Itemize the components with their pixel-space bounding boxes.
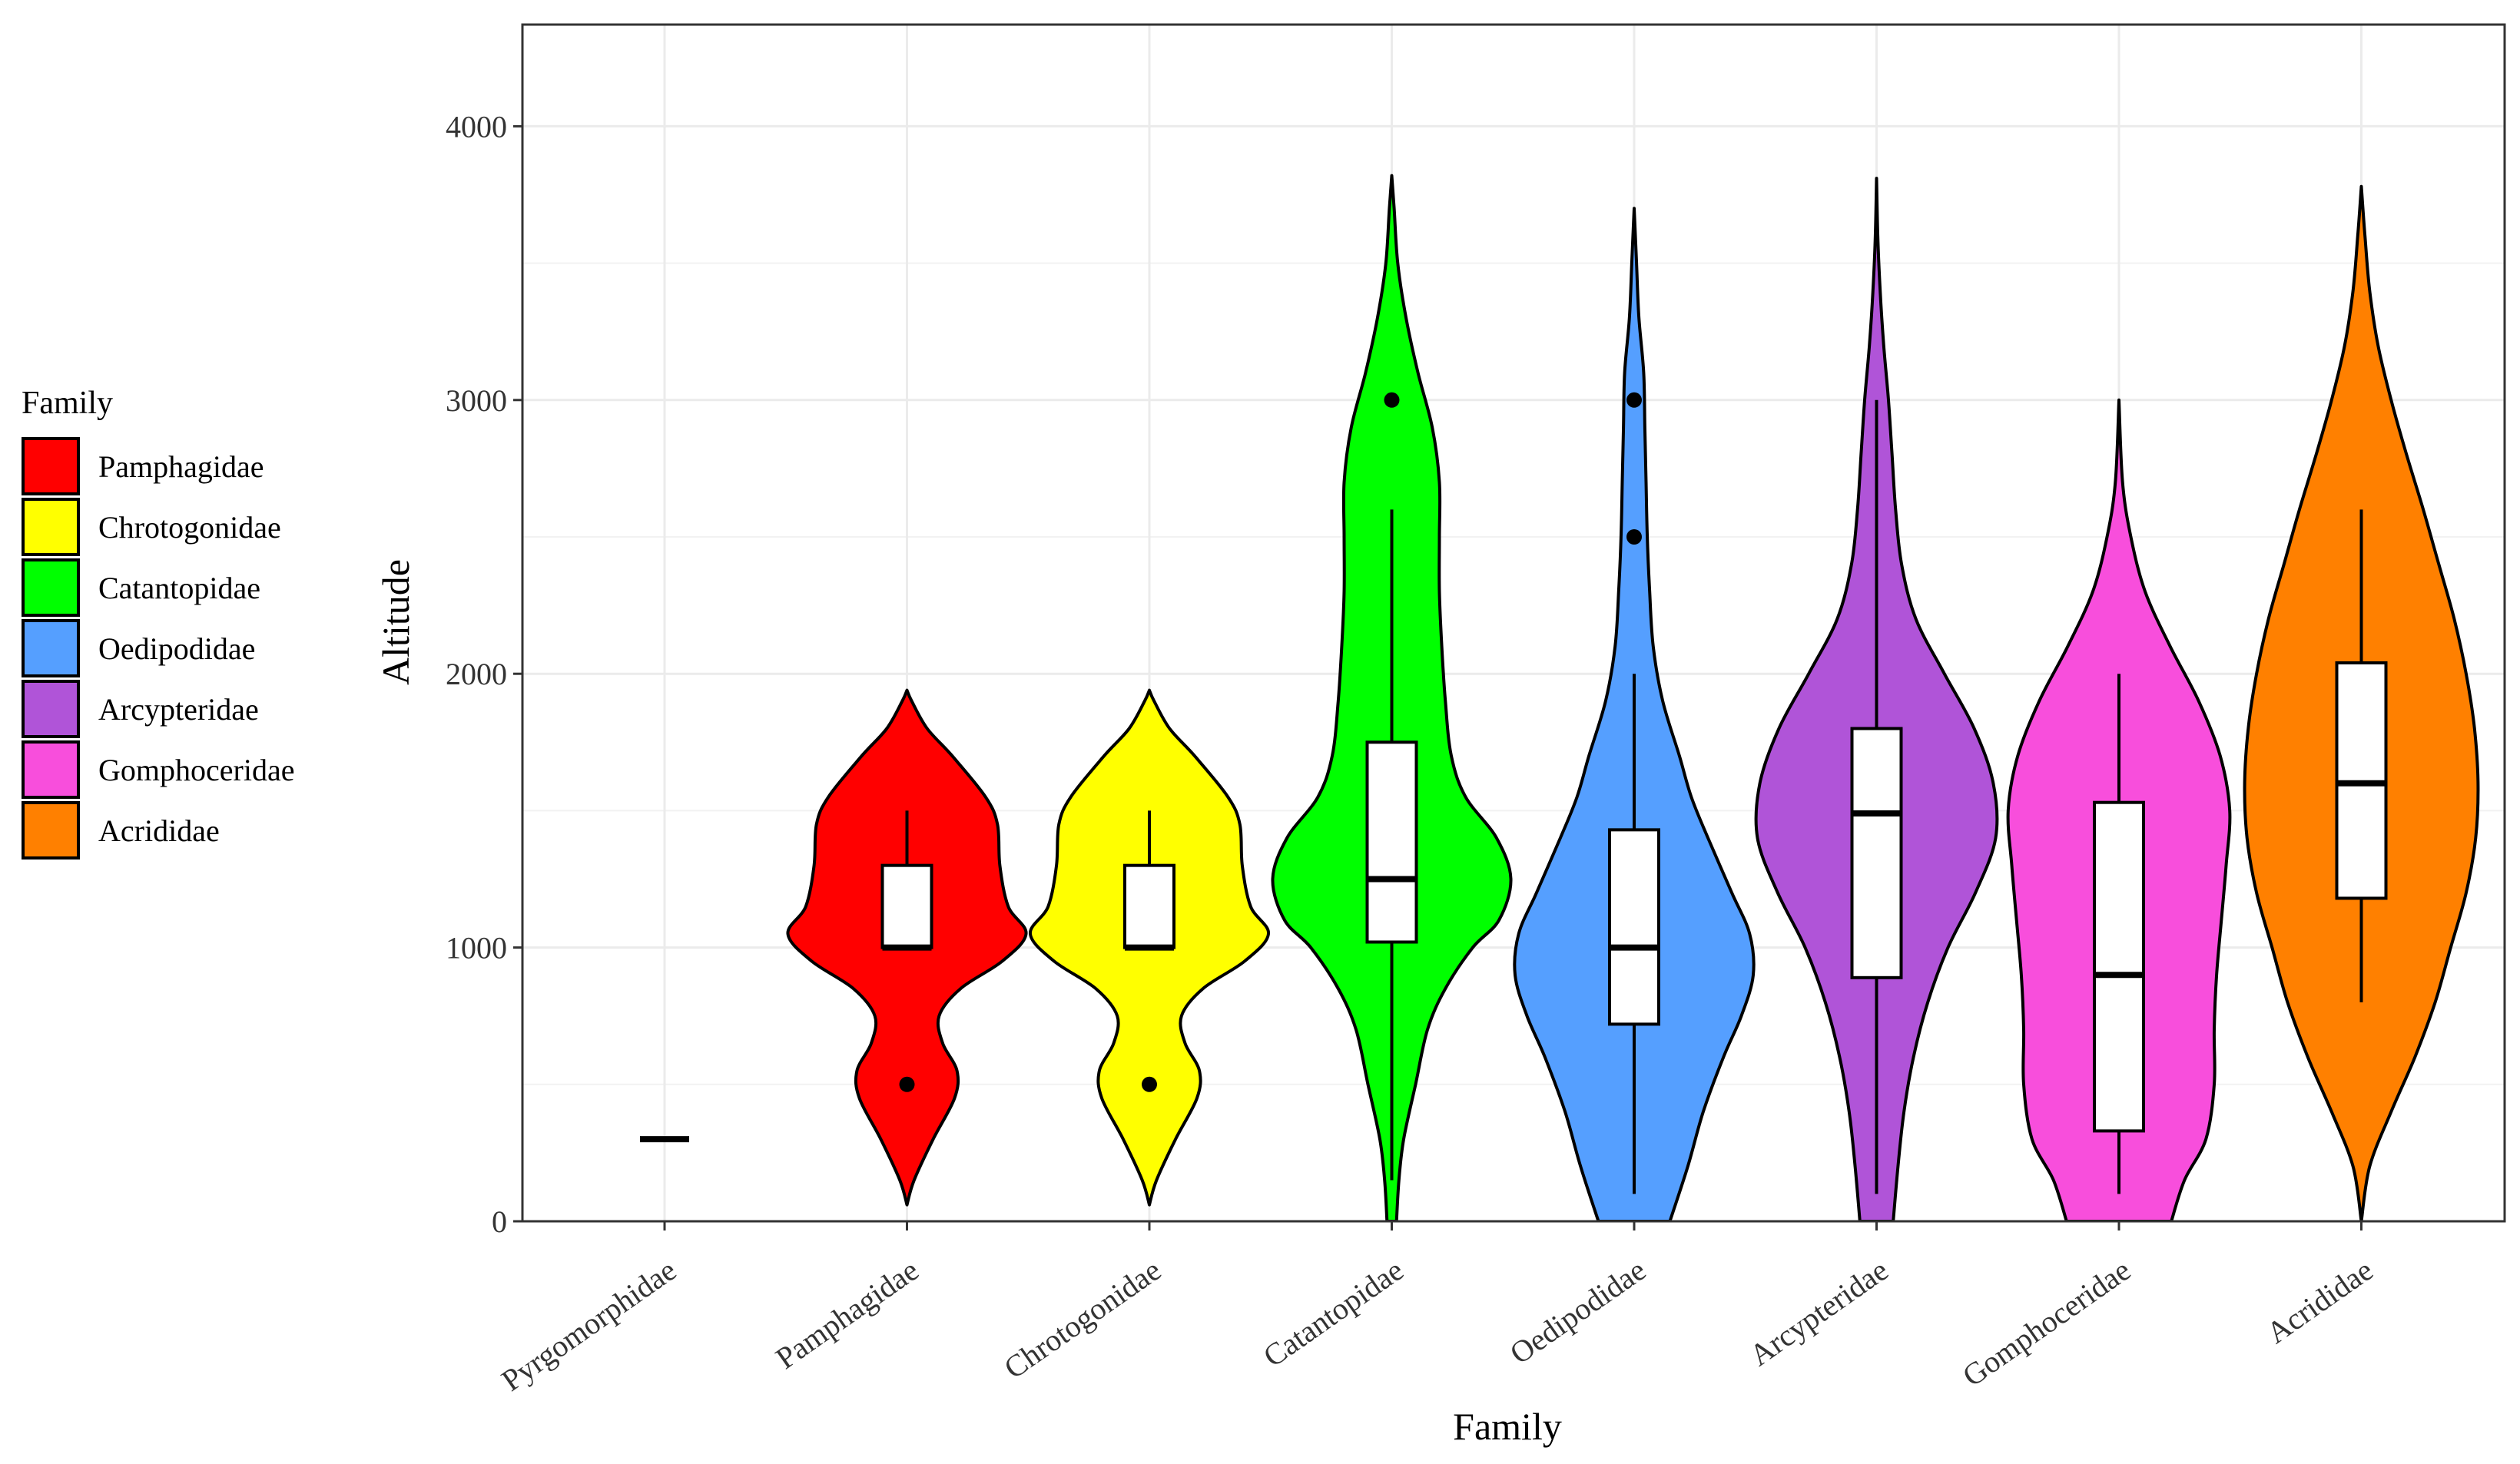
y-tick-label: 0 (492, 1204, 507, 1239)
outlier-point (1142, 1076, 1157, 1092)
box-oedipodidae (1608, 828, 1660, 1026)
y-tick-label: 3000 (446, 383, 507, 418)
box-arcypteridae (1850, 727, 1903, 979)
outlier-point (1626, 529, 1642, 545)
legend-key (22, 498, 80, 556)
legend-label: Gomphoceridae (98, 753, 294, 787)
legend-label: Pamphagidae (98, 449, 264, 484)
legend-key (22, 619, 80, 677)
outlier-point (1384, 392, 1400, 408)
y-axis-title: Altitude (374, 559, 417, 685)
outlier-point (899, 1076, 915, 1092)
legend-key (22, 680, 80, 738)
box-pamphagidae (880, 863, 933, 949)
box-gomphoceridae (2093, 800, 2145, 1133)
legend-label: Chrotogonidae (98, 510, 281, 545)
legend-key (22, 558, 80, 617)
legend: Family Pamphagidae Chrotogonidae Catantopi… (22, 386, 294, 860)
outlier-point (1626, 392, 1642, 408)
box-catantopidae (1365, 740, 1418, 944)
y-tick-label: 2000 (446, 657, 507, 691)
box-chrotogonidae (1123, 863, 1175, 949)
y-tick-label: 1000 (446, 931, 507, 966)
y-tick-label: 4000 (446, 109, 507, 144)
legend-key (22, 740, 80, 799)
legend-label: Acrididae (98, 813, 220, 848)
legend-label: Arcypteridae (98, 692, 259, 727)
x-axis-title: Family (1453, 1405, 1562, 1448)
legend-key (22, 437, 80, 495)
panel-border (521, 23, 2506, 1223)
legend-title: Family (22, 386, 113, 421)
legend-key (22, 801, 80, 860)
legend-label: Catantopidae (98, 571, 260, 605)
legend-label: Oedipodidae (98, 631, 255, 666)
